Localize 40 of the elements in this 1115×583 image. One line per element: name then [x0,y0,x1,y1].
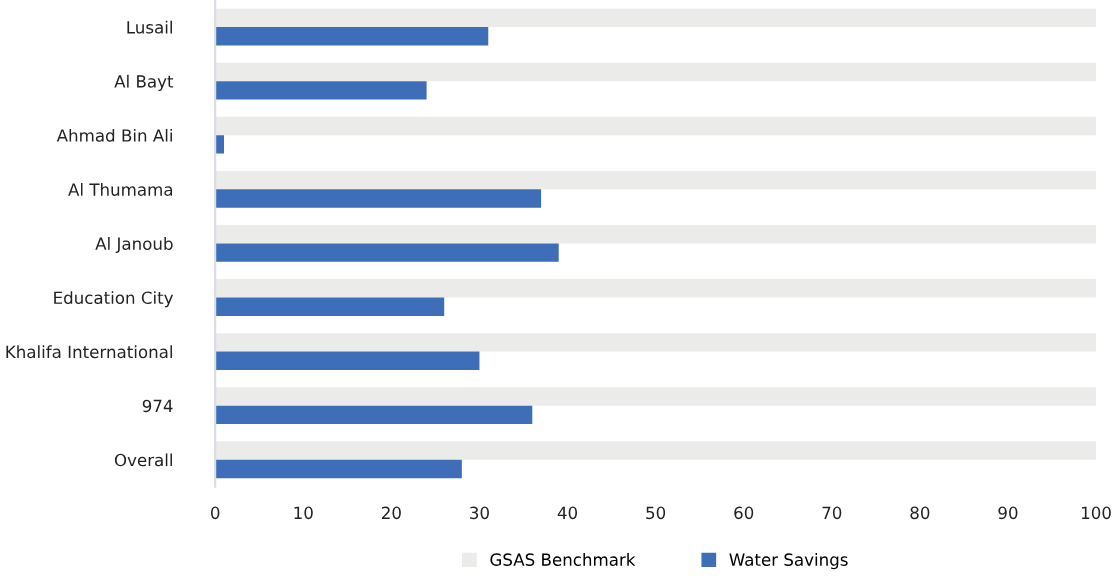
bar [215,387,1097,406]
x-tick-label: 60 [734,506,754,520]
legend-label: GSAS Benchmark [490,553,636,566]
x-tick-label: 10 [294,506,313,520]
bar [215,441,1097,460]
x-tick-label: 40 [557,506,578,520]
bar [215,405,533,425]
y-tick-label: Education City [54,291,174,308]
y-tick-label: Lusail [127,20,172,34]
x-tick-label: 0 [210,506,220,520]
x-tick-label: 30 [470,506,489,520]
x-tick-label: 100 [1081,506,1111,520]
bar [215,135,224,154]
y-tick-label: Khalifa International [6,345,172,359]
y-tick-label: Overall [114,453,172,467]
x-tick-label: 80 [910,506,930,520]
bar [215,8,1097,28]
bar [215,279,1097,298]
x-tick-label: 70 [822,506,842,520]
x-tick-label: 90 [998,506,1018,520]
y-tick-label: Al Bayt [114,74,174,91]
y-tick-label: Al Thumama [68,182,173,196]
bar [215,459,462,479]
bar [215,243,559,262]
bar [215,189,542,208]
bar [215,170,1097,190]
x-tick-label: 20 [381,506,401,520]
bar [215,116,1097,136]
bar [215,297,445,316]
y-tick-label: 974 [142,399,173,413]
y-tick-label: Ahmad Bin Ali [56,128,172,142]
legend-label: Water Savings [729,553,848,570]
bar [215,225,1097,244]
bar [215,351,480,370]
bar [215,333,1097,352]
bar [215,27,489,46]
bar [215,62,1097,82]
y-tick-label: Al Janoub [95,237,173,254]
bar [215,81,427,100]
x-tick-label: 50 [646,506,666,520]
